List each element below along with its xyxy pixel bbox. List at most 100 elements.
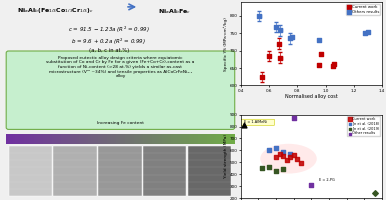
Current work (318, 53, 325, 56)
Current work (294, 157, 300, 160)
Bar (63, 134, 66, 144)
Text: (a, b, c in at.%): (a, b, c in at.%) (89, 48, 129, 53)
Bar (50, 134, 52, 144)
Bar (137, 134, 139, 144)
Bar (152, 134, 155, 144)
Bar (171, 134, 173, 144)
Bar (75, 134, 77, 144)
Text: b = 9.6 + 0.2a ($R^2$ = 0.99): b = 9.6 + 0.2a ($R^2$ = 0.99) (71, 36, 146, 47)
Jin et al. (2018) (280, 150, 286, 153)
Bar (157, 134, 159, 144)
Bar (105, 134, 107, 144)
Current work (266, 54, 272, 57)
Y-axis label: Yield strength (MPa): Yield strength (MPa) (224, 134, 228, 178)
Bar (159, 134, 162, 144)
Bar (146, 134, 148, 144)
Bar (73, 134, 75, 144)
Legend: Current work, Jin et al. (2018), Jin et al. (2019), Other results: Current work, Jin et al. (2018), Jin et … (347, 116, 381, 136)
Bar (191, 134, 194, 144)
Point (372, 192, 378, 195)
Others results (289, 35, 295, 38)
Bar (54, 134, 57, 144)
Text: E = 2-PG: E = 2-PG (318, 178, 334, 182)
Bar (180, 134, 182, 144)
Bar (98, 134, 100, 144)
Bar (109, 134, 112, 144)
Bar (91, 134, 93, 144)
Others results (362, 32, 368, 35)
Others results (365, 30, 371, 33)
Bar (132, 134, 134, 144)
Bar (225, 134, 228, 144)
Text: Ni$_a$Al$_b$Fe$_c$: Ni$_a$Al$_b$Fe$_c$ (157, 7, 191, 16)
Bar (29, 134, 32, 144)
Current work (280, 154, 286, 157)
Bar (6, 134, 8, 144)
Current work (287, 155, 293, 158)
Bar (141, 134, 144, 144)
Bar (196, 134, 198, 144)
FancyBboxPatch shape (6, 51, 235, 129)
Bar (162, 134, 164, 144)
Bar (22, 134, 25, 144)
Others results (287, 37, 293, 40)
Bar (217, 134, 219, 144)
Jin et al. (2019) (273, 169, 279, 172)
Bar (66, 134, 68, 144)
Bar (127, 134, 130, 144)
Bar (148, 134, 150, 144)
Other results (308, 183, 315, 186)
Bar (61, 134, 63, 144)
Bar (27, 134, 29, 144)
Text: Ni$_a$Al$_b$(Fe$_{1/3}$Co$_{1/3}$Cr$_{1/3}$)$_c$: Ni$_a$Al$_b$(Fe$_{1/3}$Co$_{1/3}$Cr$_{1/… (17, 7, 94, 15)
Bar (102, 134, 105, 144)
Bar (210, 134, 212, 144)
Jin et al. (2018) (273, 146, 279, 150)
Bar (130, 134, 132, 144)
Bar (47, 134, 50, 144)
Bar (107, 134, 109, 144)
Bar (34, 134, 36, 144)
Text: E = 1-AlMeNi: E = 1-AlMeNi (244, 120, 266, 124)
Bar (198, 134, 201, 144)
Current work (273, 156, 279, 159)
FancyBboxPatch shape (239, 119, 274, 125)
Bar (185, 134, 187, 144)
Bar (175, 134, 178, 144)
Bar (111, 134, 114, 144)
Jin et al. (2019) (266, 165, 272, 169)
Bar (207, 134, 210, 144)
Bar (13, 134, 15, 144)
Jin et al. (2019) (280, 168, 286, 171)
Bar (43, 134, 45, 144)
Bar (123, 134, 125, 144)
Bar (93, 134, 95, 144)
Bar (187, 134, 189, 144)
Jin et al. (2018) (287, 152, 293, 156)
Text: Proposed eutectic alloy design criteria where equiatomic
substitution of Co and : Proposed eutectic alloy design criteria … (46, 56, 195, 78)
Bar (168, 134, 171, 144)
Ellipse shape (260, 144, 317, 174)
Bar (173, 134, 176, 144)
Current work (330, 65, 336, 68)
Bar (70, 134, 73, 144)
Bar (36, 134, 38, 144)
Bar (95, 134, 98, 144)
Jin et al. (2018) (266, 149, 272, 152)
Bar (223, 134, 226, 144)
Current work (298, 161, 304, 164)
Bar (20, 134, 22, 144)
Bar (182, 134, 185, 144)
Bar (219, 134, 221, 144)
Current work (284, 158, 290, 161)
Bar (221, 134, 223, 144)
Bar (228, 134, 230, 144)
Other results (291, 117, 297, 120)
Bar (214, 134, 217, 144)
Bar (11, 134, 13, 144)
Bar (230, 134, 233, 144)
Bar (52, 134, 54, 144)
Bar (150, 134, 152, 144)
Bar (86, 134, 89, 144)
Bar (203, 134, 205, 144)
